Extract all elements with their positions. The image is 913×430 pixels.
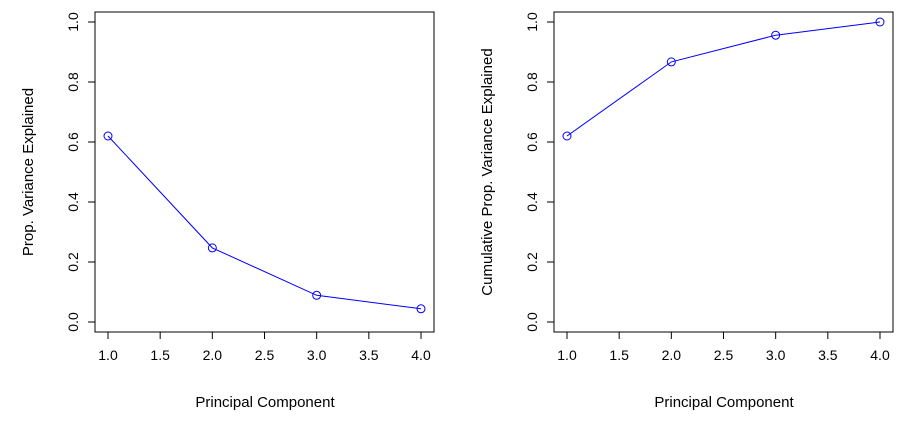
x-tick-label: 1.5 <box>150 347 170 363</box>
x-tick-label: 3.0 <box>766 347 786 363</box>
y-axis-label: Prop. Variance Explained <box>20 88 37 256</box>
x-tick-label: 4.0 <box>870 347 890 363</box>
y-tick-label: 0.8 <box>65 72 81 92</box>
y-axis-label: Cumulative Prop. Variance Explained <box>479 48 496 295</box>
x-tick-label: 2.0 <box>203 347 223 363</box>
data-point <box>207 243 217 253</box>
y-tick-label: 0.0 <box>524 312 540 332</box>
x-axis-label: Principal Component <box>654 394 794 411</box>
y-tick-label: 1.0 <box>65 12 81 32</box>
y-tick-label: 0.8 <box>524 72 540 92</box>
x-tick-label: 4.0 <box>411 347 431 363</box>
data-point <box>416 304 426 314</box>
x-tick-label: 1.5 <box>609 347 629 363</box>
y-tick-label: 0.2 <box>65 252 81 272</box>
y-tick-label: 0.4 <box>524 192 540 212</box>
x-tick-label: 3.5 <box>818 347 838 363</box>
x-tick-label: 2.5 <box>255 347 275 363</box>
plot-frame <box>553 11 894 333</box>
x-tick-label: 2.0 <box>662 347 682 363</box>
chart-panel-1: 1.0 1.5 2.0 2.5 3.0 3.5 4.0 0.0 0.2 0.4 0.6 0.8 1.0 P… <box>20 11 435 411</box>
y-tick-label: 0.6 <box>65 132 81 152</box>
data-point <box>666 57 676 67</box>
data-point <box>875 17 885 27</box>
x-tick-label: 3.5 <box>359 347 379 363</box>
x-axis-label: Principal Component <box>195 394 335 411</box>
y-tick-label: 0.0 <box>65 312 81 332</box>
data-point <box>312 290 322 300</box>
series-line <box>566 21 881 137</box>
x-tick-label: 1.0 <box>98 347 118 363</box>
x-tick-label: 3.0 <box>307 347 327 363</box>
data-point <box>771 30 781 40</box>
y-tick-label: 0.6 <box>524 132 540 152</box>
x-tick-label: 1.0 <box>557 347 577 363</box>
y-tick-label: 0.4 <box>65 192 81 212</box>
data-point <box>103 131 113 141</box>
plot-frame <box>94 11 435 333</box>
data-point <box>562 131 572 141</box>
chart-panel-2: 1.0 1.5 2.0 2.5 3.0 3.5 4.0 0.0 0.2 0.4 0.6 0.8 1.0 P… <box>479 11 894 411</box>
y-tick-label: 1.0 <box>524 12 540 32</box>
x-tick-label: 2.5 <box>714 347 734 363</box>
y-tick-label: 0.2 <box>524 252 540 272</box>
series-line <box>107 135 422 310</box>
